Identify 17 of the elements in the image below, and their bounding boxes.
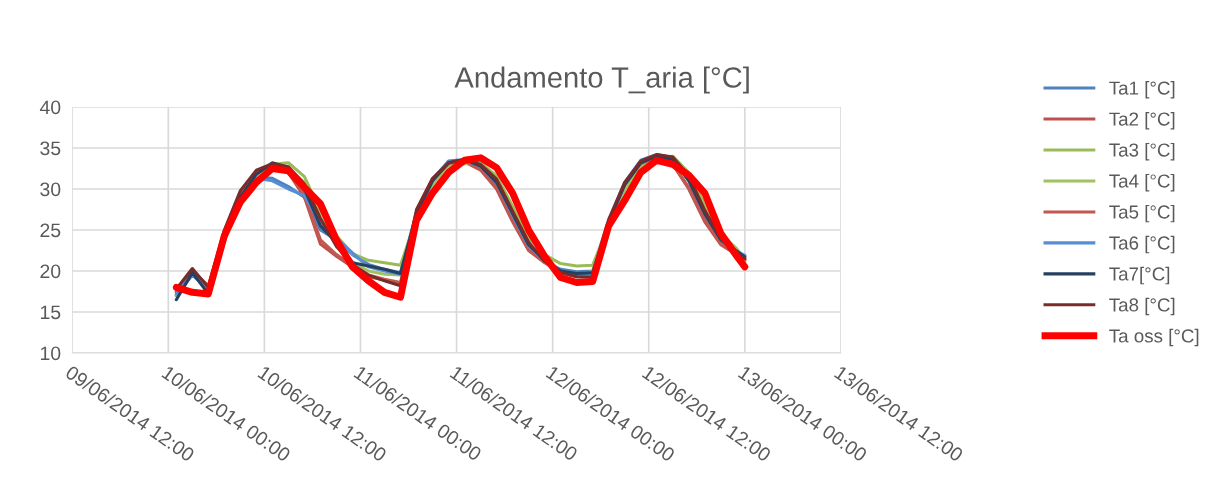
- legend-label: Ta3 [°C]: [1109, 142, 1175, 161]
- legend-label: Ta2 [°C]: [1109, 111, 1175, 130]
- y-tick-label: 40: [39, 100, 61, 115]
- y-tick-label: 25: [40, 223, 61, 238]
- legend-label: Ta4 [°C]: [1109, 173, 1175, 192]
- y-tick-label: 30: [40, 182, 61, 197]
- y-tick-label: 15: [40, 305, 61, 320]
- legend-label: Ta7[°C]: [1109, 266, 1170, 285]
- y-tick-label: 20: [40, 264, 61, 279]
- legend-label: Ta5 [°C]: [1109, 204, 1175, 223]
- legend-label: Ta8 [°C]: [1109, 297, 1175, 316]
- y-tick-label: 10: [40, 346, 61, 361]
- legend-label: Ta6 [°C]: [1109, 235, 1175, 254]
- legend-label: Ta oss [°C]: [1109, 328, 1199, 347]
- y-tick-label: 35: [40, 141, 61, 156]
- legend-label: Ta1 [°C]: [1109, 80, 1175, 99]
- chart-title: Andamento T_aria [°C]: [454, 66, 749, 94]
